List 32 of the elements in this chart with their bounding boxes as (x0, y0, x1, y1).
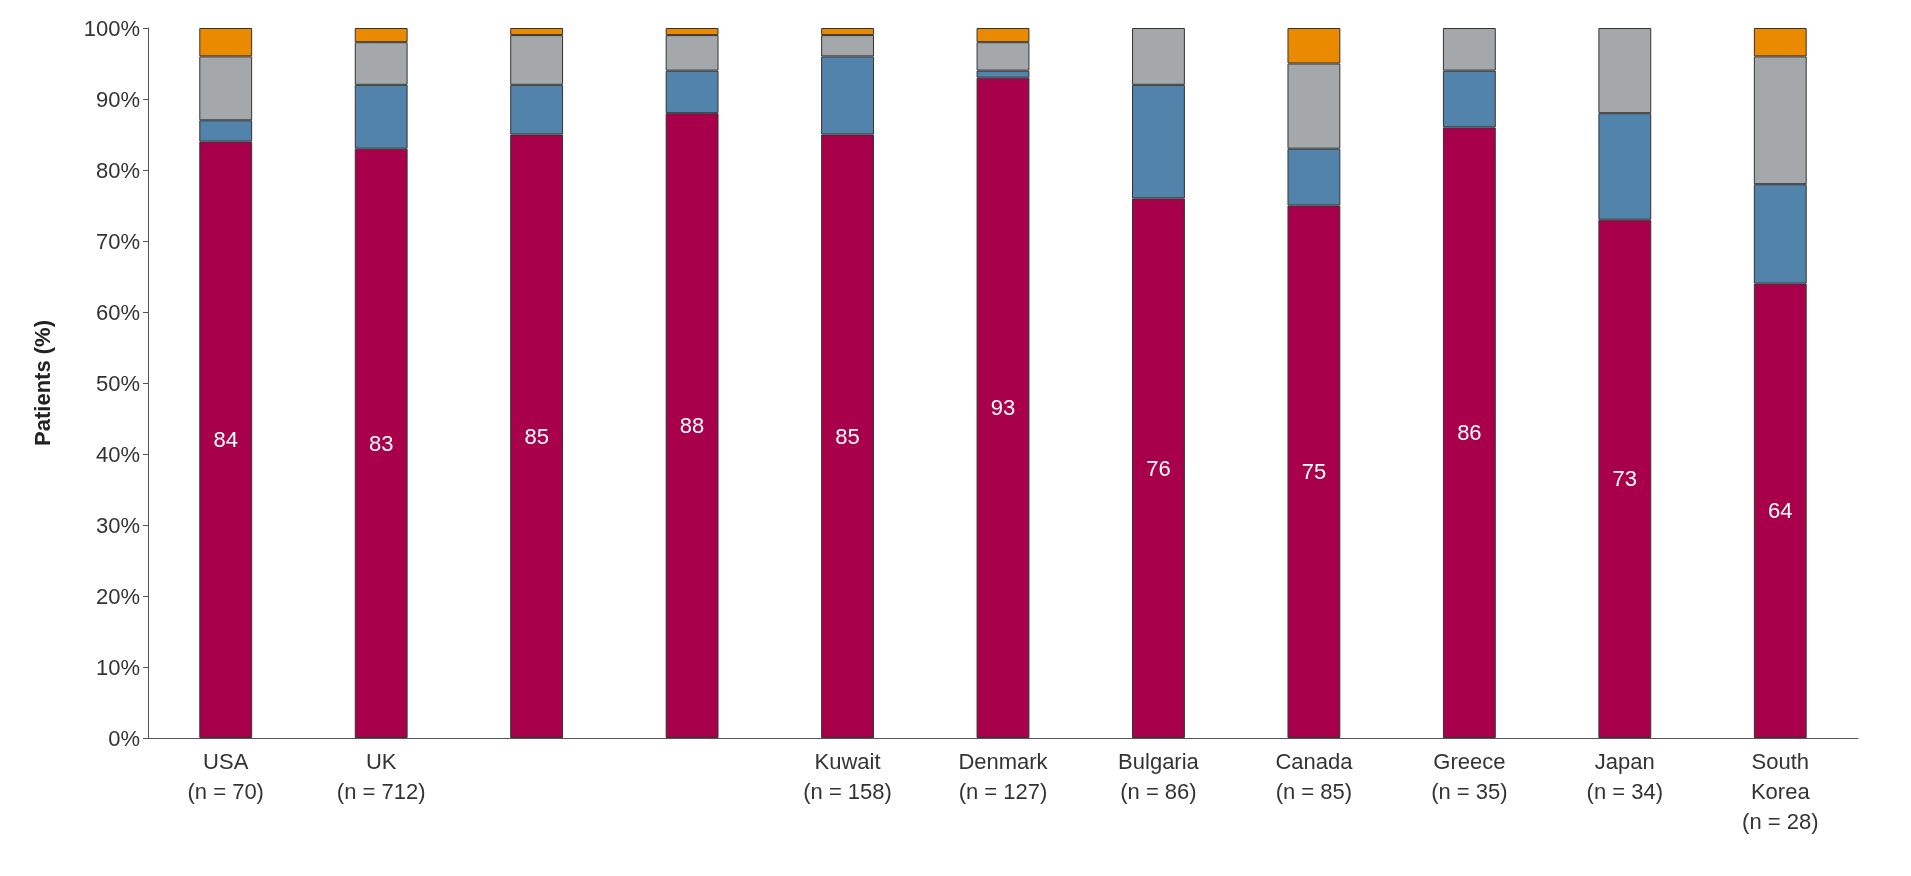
y-tick-label: 20% (95, 583, 140, 609)
x-tick-label: UK (n = 712) (336, 748, 426, 804)
y-tick-label: 50% (95, 370, 140, 396)
x-tick-label: Kuwait (n = 158) (803, 748, 892, 804)
y-tick-label: 40% (95, 441, 140, 467)
y-axis-title: Patients (%) (29, 320, 55, 446)
y-tick-label: 80% (95, 157, 140, 183)
x-tick-label: South Korea (n = 28) (1742, 748, 1819, 834)
data-label: 75 (1301, 459, 1327, 485)
data-label: 85 (835, 423, 860, 449)
y-tick-label: 90% (95, 86, 140, 112)
x-tick-label: USA (n = 70) (187, 748, 264, 804)
data-label: 76 (1146, 455, 1171, 481)
y-tick-label: 10% (95, 654, 140, 680)
y-tick-label: 30% (95, 512, 140, 538)
data-label: 83 (368, 430, 394, 456)
data-label: 85 (524, 423, 549, 449)
y-tick-label: 0% (108, 725, 140, 751)
x-tick-label: Bulgaria (n = 86) (1118, 748, 1200, 804)
y-tick-label: 100% (83, 15, 140, 41)
data-label: 84 (213, 427, 238, 453)
x-tick-label: Japan (n = 34) (1586, 748, 1664, 804)
x-tick-label: Greece (n = 35) (1431, 748, 1508, 804)
data-label: 88 (679, 413, 705, 439)
y-tick-label: 60% (95, 299, 140, 325)
x-tick-label: Canada (n = 85) (1275, 748, 1354, 804)
data-label: 73 (1612, 466, 1638, 492)
y-tick-label: 70% (95, 228, 140, 254)
data-label: 93 (990, 395, 1016, 421)
x-tick-label: Denmark (n = 127) (958, 748, 1049, 804)
data-label: 86 (1457, 420, 1482, 446)
data-label: 64 (1768, 498, 1793, 524)
